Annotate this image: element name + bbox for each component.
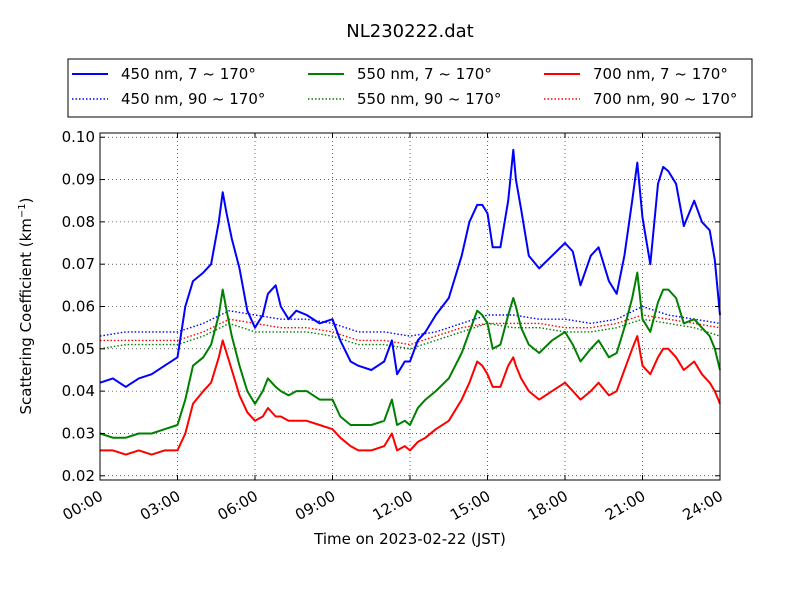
y-axis-label-close: ) — [17, 197, 35, 203]
series-lines — [99, 148, 721, 456]
legend-label: 700 nm, 90 ~ 170° — [593, 90, 737, 108]
legend-label: 450 nm, 7 ~ 170° — [121, 65, 256, 83]
plot-area: 00:00 03:00 06:00 09:00 12:00 15:00 18:00 21:00… — [60, 128, 726, 524]
y-tick-label: 0.07 — [62, 255, 95, 273]
y-tick-label: 0.04 — [62, 382, 95, 400]
chart-title: NL230222.dat — [346, 21, 473, 42]
series-line — [99, 318, 721, 350]
y-tick-label: 0.05 — [62, 340, 95, 358]
y-tick-label: 0.06 — [62, 298, 95, 316]
y-axis-label-superscript: −1 — [17, 203, 28, 218]
legend-label: 700 nm, 7 ~ 170° — [593, 65, 728, 83]
y-tick-label: 0.10 — [62, 128, 95, 146]
y-axis-label-text: Scattering Coefficient (km — [17, 218, 35, 414]
y-tick-label: 0.02 — [62, 467, 95, 485]
series-line — [99, 271, 721, 439]
y-tick-label: 0.09 — [62, 171, 95, 189]
series-line — [99, 305, 721, 337]
legend-label: 550 nm, 90 ~ 170° — [357, 90, 501, 108]
y-axis-label: Scattering Coefficient (km−1) — [17, 197, 35, 414]
x-axis-label: Time on 2023-02-22 (JST) — [313, 530, 506, 548]
legend-box — [67, 58, 753, 118]
legend-label: 450 nm, 90 ~ 170° — [121, 90, 265, 108]
y-tick-label: 0.08 — [62, 213, 95, 231]
y-tick-label: 0.03 — [62, 424, 95, 442]
legend: 450 nm, 7 ~ 170° 450 nm, 90 ~ 170° 550 nm,… — [67, 58, 753, 118]
series-line — [99, 148, 721, 388]
legend-label: 550 nm, 7 ~ 170° — [357, 65, 492, 83]
series-line — [100, 335, 721, 456]
